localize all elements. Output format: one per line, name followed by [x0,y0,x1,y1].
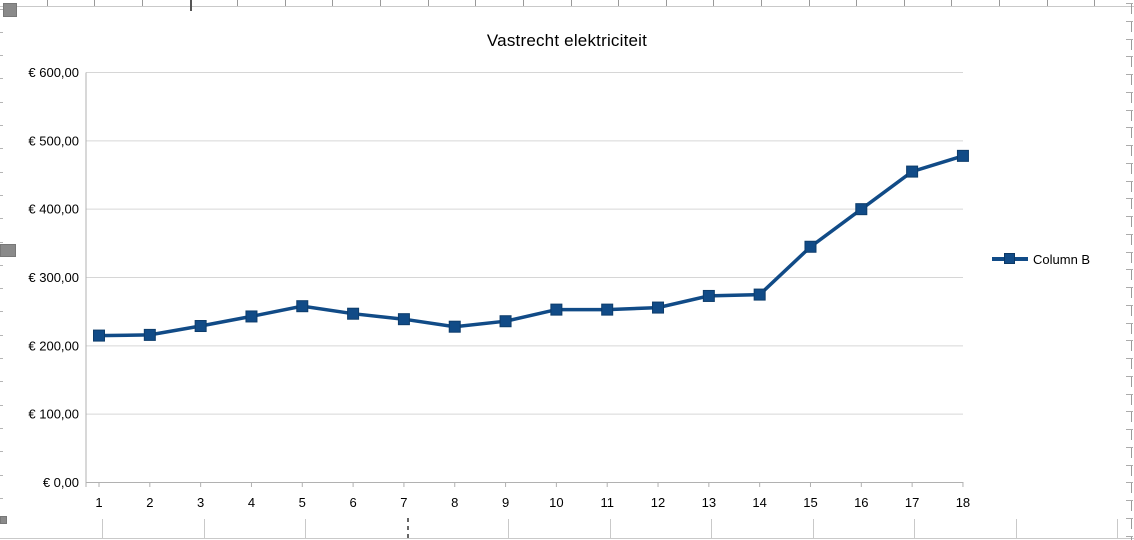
data-point-marker[interactable] [956,149,969,162]
x-tick-label: 17 [905,495,919,510]
y-tick-label: € 400,00 [28,202,79,217]
x-tick-label: 2 [146,495,153,510]
x-tick-label: 7 [400,495,407,510]
y-tick-label: € 200,00 [28,338,79,353]
x-tick-label: 9 [502,495,509,510]
x-tick-label: 1 [95,495,102,510]
data-point-marker[interactable] [855,203,868,216]
data-point-marker[interactable] [397,313,410,326]
y-tick-label: € 500,00 [28,133,79,148]
x-tick-label: 5 [299,495,306,510]
x-tick-label: 8 [451,495,458,510]
x-tick-label: 15 [803,495,817,510]
data-point-marker[interactable] [93,329,105,342]
data-point-marker[interactable] [499,315,512,328]
selection-handle-bottom-left[interactable] [0,516,7,524]
x-tick-label: 6 [349,495,356,510]
x-tick-label: 14 [752,495,766,510]
x-tick-label: 16 [854,495,868,510]
data-point-marker[interactable] [245,310,258,323]
x-tick-label: 4 [248,495,255,510]
legend-label: Column B [1033,251,1091,267]
data-point-marker[interactable] [702,289,715,302]
data-point-marker[interactable] [601,303,614,316]
x-tick-label: 11 [600,495,614,510]
data-point-marker[interactable] [550,303,563,316]
legend-square-marker-icon [1004,253,1015,264]
chart-title: Vastrecht elektriciteit [486,31,648,50]
data-point-marker[interactable] [906,165,919,178]
y-tick-label: € 100,00 [28,407,79,422]
x-tick-label: 3 [197,495,204,510]
y-tick-label: € 300,00 [28,270,79,285]
legend-series-swatch [992,253,1028,265]
y-tick-label: € 600,00 [28,65,79,80]
x-tick-label: 13 [702,495,716,510]
series-line[interactable] [98,154,964,338]
data-point-marker[interactable] [194,320,207,333]
selection-handle-top-left[interactable] [3,3,17,17]
data-point-marker[interactable] [652,301,665,314]
legend[interactable]: Column B [992,247,1090,271]
data-point-marker[interactable] [296,300,309,313]
data-point-marker[interactable] [753,288,766,301]
data-point-marker[interactable] [143,328,156,341]
selection-handle-left-middle[interactable] [0,244,16,257]
x-tick-label: 18 [956,495,970,510]
y-tick-label: € 0,00 [43,475,79,490]
x-tick-label: 12 [651,495,665,510]
x-tick-label: 10 [549,495,563,510]
data-point-marker[interactable] [347,307,360,320]
data-point-marker[interactable] [448,320,461,333]
data-point-marker[interactable] [804,240,817,253]
